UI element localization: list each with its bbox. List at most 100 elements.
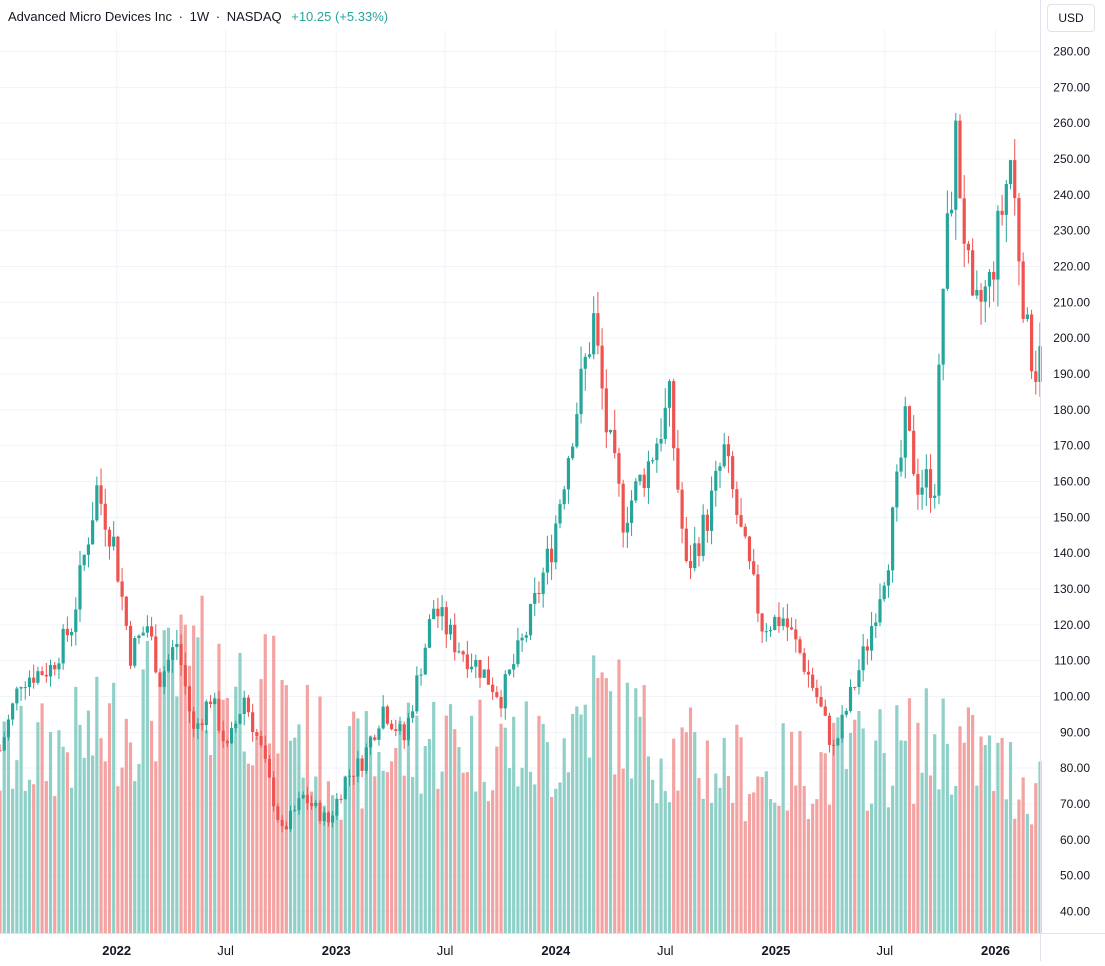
candle[interactable] bbox=[726, 436, 731, 473]
candle[interactable] bbox=[297, 791, 301, 815]
candle[interactable] bbox=[933, 484, 937, 509]
candle[interactable] bbox=[465, 640, 469, 678]
candle[interactable] bbox=[638, 474, 642, 486]
time-axis[interactable]: 2022 Jul 2023 Jul 2024 Jul 2025 Jul 2026 bbox=[0, 933, 1105, 959]
candle[interactable] bbox=[40, 666, 44, 676]
candle[interactable] bbox=[899, 439, 903, 477]
candle[interactable] bbox=[663, 388, 667, 444]
candle[interactable] bbox=[516, 627, 520, 668]
candle[interactable] bbox=[246, 694, 251, 717]
candle[interactable] bbox=[718, 462, 722, 489]
candle[interactable] bbox=[613, 409, 617, 459]
candle[interactable] bbox=[874, 613, 878, 639]
candle[interactable] bbox=[714, 460, 718, 507]
candle[interactable] bbox=[402, 721, 406, 749]
candle[interactable] bbox=[1008, 159, 1013, 190]
candle[interactable] bbox=[208, 694, 213, 708]
candle[interactable] bbox=[659, 418, 663, 452]
candle[interactable] bbox=[693, 526, 697, 572]
candle[interactable] bbox=[545, 535, 549, 585]
candle[interactable] bbox=[1000, 194, 1004, 226]
candlesticks[interactable] bbox=[0, 112, 1042, 833]
candle[interactable] bbox=[175, 630, 179, 660]
candle[interactable] bbox=[213, 692, 217, 705]
candle[interactable] bbox=[91, 502, 95, 545]
candle[interactable] bbox=[486, 656, 491, 685]
candle[interactable] bbox=[78, 550, 82, 622]
candle[interactable] bbox=[794, 619, 798, 653]
candle[interactable] bbox=[975, 270, 979, 300]
candle[interactable] bbox=[86, 537, 91, 568]
candle[interactable] bbox=[571, 443, 575, 461]
candle[interactable] bbox=[107, 526, 112, 560]
candle[interactable] bbox=[293, 805, 297, 812]
candle[interactable] bbox=[895, 464, 899, 522]
candle[interactable] bbox=[832, 739, 836, 756]
candle[interactable] bbox=[773, 614, 777, 631]
candle[interactable] bbox=[928, 454, 933, 513]
candle[interactable] bbox=[314, 799, 318, 809]
candle[interactable] bbox=[82, 554, 86, 571]
interval-label[interactable]: 1W bbox=[189, 9, 210, 24]
candle[interactable] bbox=[777, 602, 781, 633]
candle[interactable] bbox=[65, 616, 69, 642]
candle[interactable] bbox=[276, 803, 280, 823]
candle[interactable] bbox=[343, 775, 347, 800]
candle[interactable] bbox=[549, 534, 554, 580]
candle[interactable] bbox=[27, 670, 32, 696]
candle[interactable] bbox=[764, 623, 768, 642]
candle[interactable] bbox=[941, 288, 945, 381]
candle[interactable] bbox=[1013, 139, 1017, 216]
candle[interactable] bbox=[423, 643, 427, 675]
candle[interactable] bbox=[394, 719, 398, 737]
candle[interactable] bbox=[853, 686, 857, 691]
candle[interactable] bbox=[448, 618, 453, 640]
candle[interactable] bbox=[886, 564, 891, 598]
candle[interactable] bbox=[183, 652, 187, 695]
candle[interactable] bbox=[322, 807, 326, 826]
candle[interactable] bbox=[335, 792, 339, 820]
candle[interactable] bbox=[444, 601, 448, 648]
candle[interactable] bbox=[722, 432, 726, 469]
candle[interactable] bbox=[848, 679, 853, 713]
candle[interactable] bbox=[432, 600, 436, 620]
candle[interactable] bbox=[280, 815, 284, 833]
candle[interactable] bbox=[453, 613, 457, 661]
candle[interactable] bbox=[865, 639, 869, 665]
candle[interactable] bbox=[461, 650, 465, 662]
candle[interactable] bbox=[200, 718, 204, 731]
candle[interactable] bbox=[507, 669, 512, 676]
candle[interactable] bbox=[520, 633, 524, 652]
candle[interactable] bbox=[966, 240, 971, 264]
candle[interactable] bbox=[133, 636, 137, 669]
candle[interactable] bbox=[2, 731, 6, 752]
candle[interactable] bbox=[238, 713, 242, 725]
candle[interactable] bbox=[32, 664, 36, 689]
candle[interactable] bbox=[907, 405, 912, 432]
candle[interactable] bbox=[709, 476, 714, 545]
candle[interactable] bbox=[676, 429, 680, 494]
candle[interactable] bbox=[840, 705, 844, 743]
candle[interactable] bbox=[326, 811, 331, 827]
candle[interactable] bbox=[608, 429, 613, 435]
candle[interactable] bbox=[541, 567, 545, 608]
candle[interactable] bbox=[566, 455, 571, 504]
candle[interactable] bbox=[288, 805, 293, 832]
candle[interactable] bbox=[368, 735, 373, 755]
candle[interactable] bbox=[171, 640, 175, 673]
candle[interactable] bbox=[891, 506, 895, 583]
candle[interactable] bbox=[562, 485, 566, 510]
candle[interactable] bbox=[352, 775, 356, 785]
candle[interactable] bbox=[120, 568, 124, 611]
candle[interactable] bbox=[524, 631, 528, 643]
candle[interactable] bbox=[229, 721, 234, 745]
candle[interactable] bbox=[798, 636, 802, 655]
candle[interactable] bbox=[739, 498, 743, 528]
candle[interactable] bbox=[124, 595, 128, 631]
candle[interactable] bbox=[962, 175, 966, 268]
candle[interactable] bbox=[604, 369, 608, 449]
candle[interactable] bbox=[596, 291, 600, 355]
candle[interactable] bbox=[309, 795, 314, 810]
candle[interactable] bbox=[474, 654, 478, 679]
